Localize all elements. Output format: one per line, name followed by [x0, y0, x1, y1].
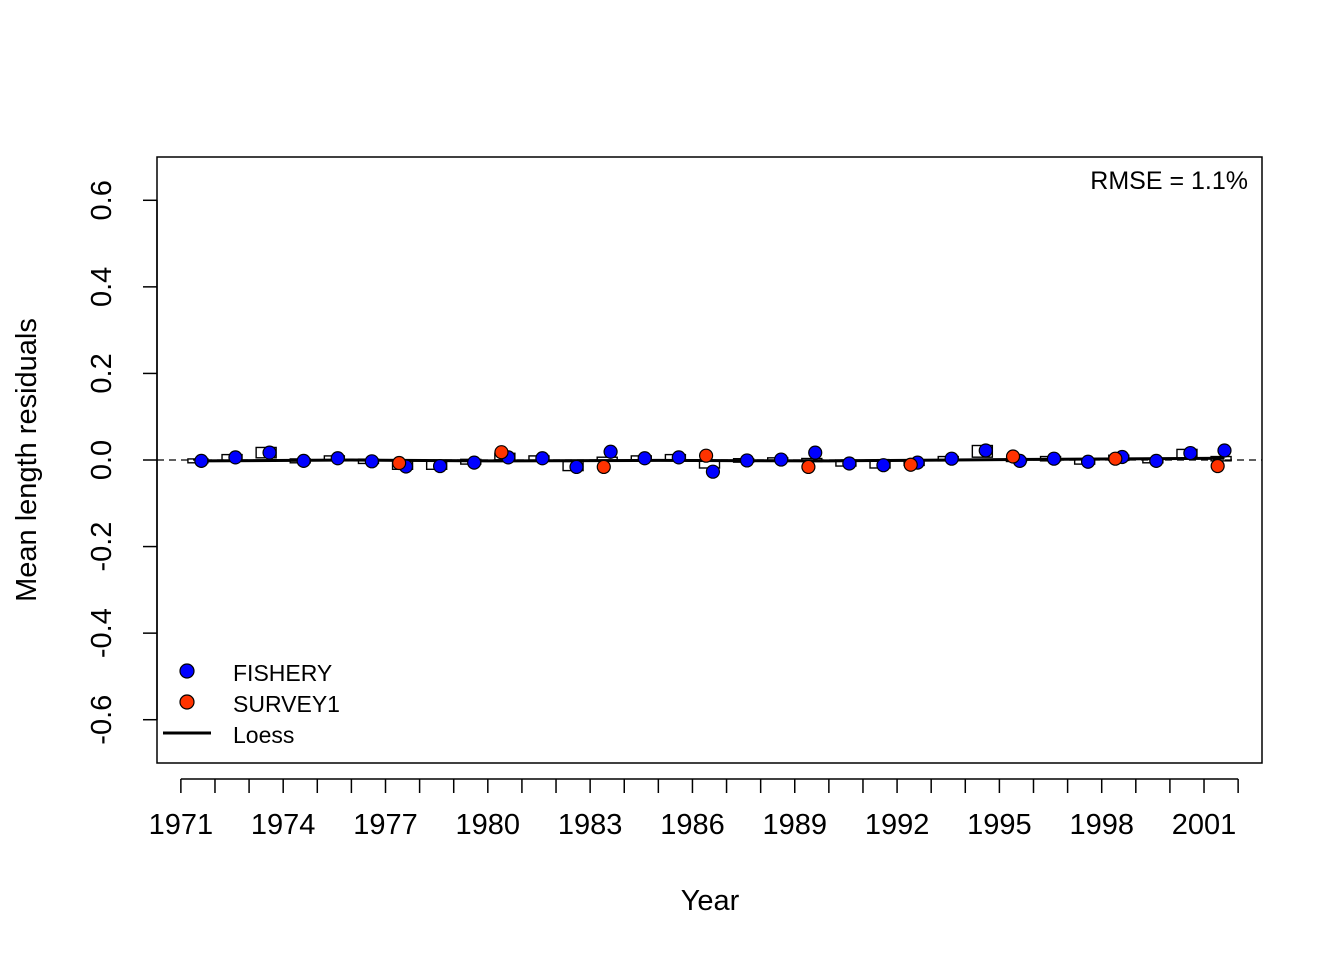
- fishery-point-1976.6: [364, 454, 379, 469]
- rmse-annotation: RMSE = 1.1%: [1090, 167, 1248, 195]
- survey1-point-1992.4: [903, 457, 918, 472]
- legend-fishery-label: FISHERY: [233, 660, 332, 686]
- fishery-point-1996.6: [1046, 451, 1062, 466]
- legend: FISHERY SURVEY1 Loess: [163, 660, 340, 748]
- x-tick-label-1974: 1974: [251, 809, 316, 841]
- fishery-point-1972.6: [228, 450, 243, 465]
- fishery-point-1984.6: [637, 451, 652, 466]
- legend-survey1-symbol: [179, 694, 195, 710]
- fishery-point-1990.6: [842, 456, 857, 471]
- fishery-point-1982.6: [569, 459, 584, 475]
- survey1-point-1977.4: [392, 455, 407, 471]
- x-axis-title: Year: [681, 885, 740, 917]
- fishery-point-1974.6: [296, 453, 311, 468]
- x-tick-label-1971: 1971: [149, 809, 214, 841]
- fishery-point-1975.6: [330, 451, 345, 466]
- legend-fishery-symbol: [179, 663, 195, 679]
- fishery-point-1981.6: [535, 451, 550, 466]
- fishery-point-1997.6: [1080, 454, 1096, 469]
- fishery-point-1994.6: [978, 443, 993, 458]
- fishery-point-1988.6: [774, 452, 789, 467]
- fishery-point-1989.6: [808, 445, 823, 460]
- y-tick-label-0.0: 0.0: [86, 440, 118, 480]
- survey1-point-1980.4: [494, 445, 509, 460]
- survey1-point-1998.4: [1108, 451, 1123, 466]
- fishery-point-1979.6: [467, 455, 482, 470]
- fishery-point-1971.6: [194, 453, 209, 468]
- fishery-point-1993.6: [944, 451, 959, 466]
- x-tick-label-1983: 1983: [558, 809, 623, 841]
- survey1-point-1989.4: [801, 459, 816, 475]
- x-axis: 1971 1974 1977 1980 1983 1986 1989 1992 1995 1998…: [149, 778, 1239, 841]
- fishery-point-2000.6: [1183, 445, 1198, 461]
- survey1-point-1995.4: [1005, 449, 1021, 464]
- survey1-point-1986.4: [698, 448, 714, 463]
- fishery-point-1986.6: [705, 464, 721, 479]
- data-marks: [187, 443, 1232, 479]
- y-tick-label--0.6: -0.6: [86, 695, 118, 745]
- x-tick-label-1989: 1989: [763, 809, 828, 841]
- legend-loess-label: Loess: [233, 722, 294, 748]
- fishery-point-1987.6: [739, 453, 755, 468]
- fishery-point-2001.6: [1217, 443, 1232, 458]
- y-tick-label-0.2: 0.2: [86, 353, 118, 393]
- y-tick-label-0.6: 0.6: [86, 180, 118, 220]
- x-tick-label-1980: 1980: [456, 809, 521, 841]
- x-tick-label-1977: 1977: [353, 809, 418, 841]
- loess-line: [201, 456, 1225, 463]
- x-tick-label-1986: 1986: [660, 809, 725, 841]
- fishery-point-1973.6: [262, 445, 277, 460]
- fishery-point-1978.6: [432, 458, 448, 474]
- survey1-point-2001.4: [1210, 458, 1225, 474]
- y-tick-label-0.4: 0.4: [86, 267, 118, 307]
- x-tick-label-1992: 1992: [865, 809, 930, 841]
- fishery-point-1983.6: [603, 444, 618, 459]
- y-tick-label--0.4: -0.4: [86, 608, 118, 658]
- x-tick-label-1995: 1995: [967, 809, 1032, 841]
- x-tick-label-1998: 1998: [1069, 809, 1134, 841]
- fishery-point-1999.6: [1149, 453, 1164, 468]
- fishery-point-1991.6: [876, 458, 891, 473]
- x-tick-label-2001: 2001: [1172, 809, 1237, 841]
- survey1-point-1983.4: [596, 459, 611, 475]
- y-tick-label--0.2: -0.2: [86, 522, 118, 572]
- y-axis-title: Mean length residuals: [11, 318, 43, 602]
- y-axis: -0.6 -0.4 -0.2 0.0 0.2 0.4 0.6: [86, 180, 158, 745]
- fishery-point-1985.6: [671, 450, 686, 465]
- legend-survey1-label: SURVEY1: [233, 691, 340, 717]
